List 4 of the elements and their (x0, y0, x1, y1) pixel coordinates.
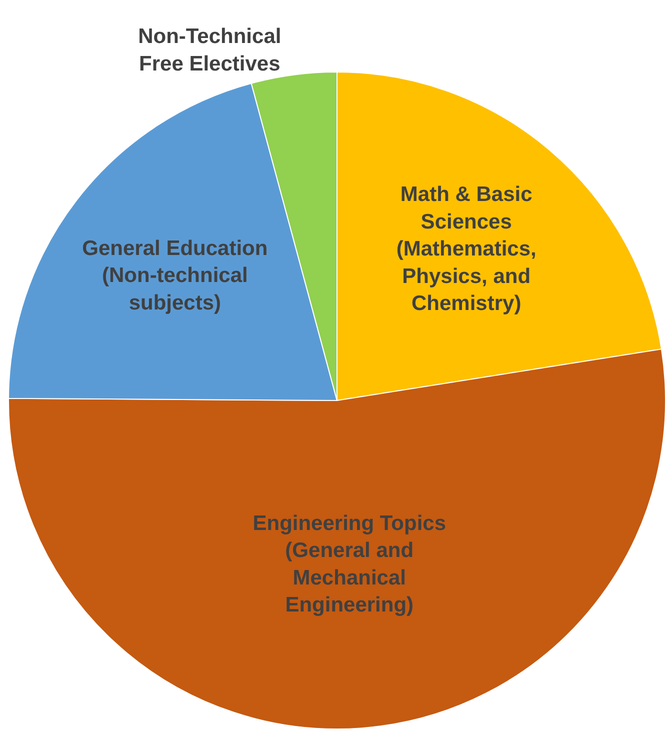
slice-label: Engineering Topics (General and Mechanical Engineering) (252, 512, 446, 617)
slice-label: Math & Basic Sciences (Mathematics, Physics, and Chemistry) (396, 182, 536, 316)
slice-label: General Education (Non-technical subjects) (82, 236, 268, 314)
slice-label: Non-Technical Free Electives (138, 24, 282, 76)
